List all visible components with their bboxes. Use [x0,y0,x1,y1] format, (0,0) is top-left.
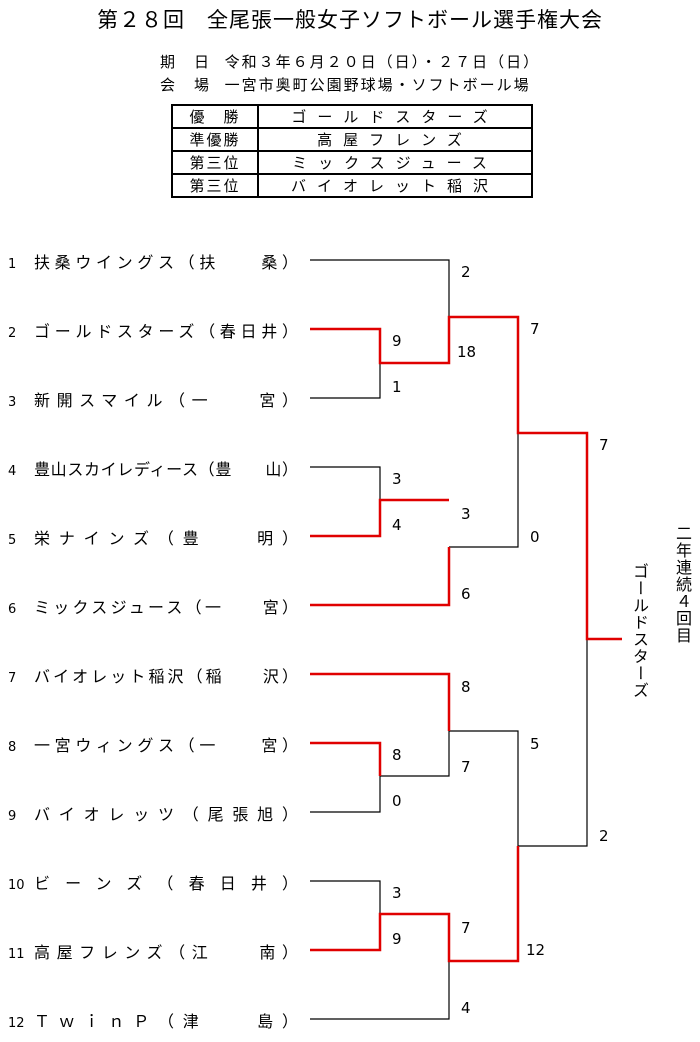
score: 6 [461,585,471,603]
team-name: バイオレット稲沢（稲 沢） [34,667,302,686]
results-row: 第三位 バイオレット稲沢 [172,174,532,197]
date-row: 期 日 令和３年６月２０日（日）・２７日（日） [160,51,540,72]
score: 9 [392,332,402,350]
score: 7 [530,320,540,338]
champion-note: 二年連続４回目 [673,525,692,644]
team-entry: 3 新開スマイル（一 宮） [8,387,305,410]
score: 1 [392,378,402,396]
results-row: 準優勝 高屋フレンズ [172,128,532,151]
bracket-line [310,259,450,317]
score: 12 [526,941,546,959]
winner-line [310,846,520,963]
team-number: 8 [8,740,17,755]
team-entry: 2 ゴールドスターズ（春日井） [8,318,303,341]
score: 8 [392,746,402,764]
team-number: 2 [8,326,17,341]
team-cell: ゴールドスターズ [258,105,532,128]
score: 3 [392,884,402,902]
team-entry: 6 ミックスジュース（一 宮） [8,594,302,617]
rank-cell: 優 勝 [172,105,258,128]
team-cell: ミックスジュース [258,151,532,174]
team-name: ゴールドスターズ（春日井） [34,322,303,341]
page-title: 第２８回 全尾張一般女子ソフトボール選手権大会 [97,8,603,32]
score: 7 [461,919,471,937]
bracket-line [449,433,519,548]
team-number: 11 [8,947,25,962]
score: 3 [461,505,471,523]
team-name: バイオレッツ（尾張旭） [34,805,307,824]
score: 0 [392,792,402,810]
team-entry: 7 バイオレット稲沢（稲 沢） [8,663,302,686]
venue-label: 会 場 [160,76,212,94]
team-entry: 9 バイオレッツ（尾張旭） [8,801,307,824]
score: 7 [461,758,471,776]
rank-cell: 第三位 [172,174,258,197]
results-row: 第三位 ミックスジュース [172,151,532,174]
venue-value: 一宮市奥町公園野球場・ソフトボール場 [224,76,531,94]
team-name: ミックスジュース（一 宮） [34,598,302,617]
champion-name: ゴールドスターズ [630,563,649,699]
winner-line [310,547,451,607]
team-number: 10 [8,878,25,893]
score: 4 [461,999,471,1017]
team-number: 5 [8,533,17,548]
team-name: ＴｗｉｎＰ（津 島） [34,1012,307,1031]
score: 4 [392,516,402,534]
score: 8 [461,678,471,696]
team-name: 高屋フレンズ（江 南） [34,943,305,962]
rank-cell: 第三位 [172,151,258,174]
team-cell: バイオレット稲沢 [258,174,532,197]
team-entry: 5 栄ナインズ（豊 明） [8,525,307,548]
score: 0 [530,528,540,546]
score: 18 [457,343,477,361]
team-cell: 高屋フレンズ [258,128,532,151]
team-name: 扶桑ウイングス（扶 桑） [34,253,303,272]
results-table: 優 勝ゴールドスターズ 準優勝 高屋フレンズ 第三位 ミックスジュース 第三位 バイオ… [171,104,533,198]
results-row: 優 勝ゴールドスターズ [172,105,532,128]
winner-line [310,498,449,538]
score: 9 [392,930,402,948]
team-number: 4 [8,464,17,479]
team-entry: 8 一宮ウィングス（一 宮） [8,732,303,755]
date-value: 令和３年６月２０日（日）・２７日（日） [224,53,541,71]
team-entry: 11 高屋フレンズ（江 南） [8,939,305,962]
team-entry: 1 扶桑ウイングス（扶 桑） [8,249,303,272]
team-name: 新開スマイル（一 宮） [34,391,305,410]
winner-line [310,315,622,641]
score: 7 [599,436,609,454]
team-entry: 4 豊山スカイレディース（豊 山） [8,456,299,479]
team-number: 3 [8,395,17,410]
score: 2 [461,263,471,281]
team-number: 6 [8,602,17,617]
team-number: 1 [8,257,17,272]
bracket-line [310,880,381,914]
team-entry: 12 ＴｗｉｎＰ（津 島） [8,1008,307,1031]
team-entry: 10 ビーンズ（春日井） [8,870,314,893]
rank-cell: 準優勝 [172,128,258,151]
venue-row: 会 場 一宮市奥町公園野球場・ソフトボール場 [160,74,531,95]
team-number: 12 [8,1016,25,1031]
bracket-line [449,730,519,846]
team-name: ビーンズ（春日井） [34,874,314,893]
team-name: 栄ナインズ（豊 明） [34,529,307,548]
bracket-line [310,961,450,1020]
score: 3 [392,470,402,488]
bracket-line [518,639,588,847]
bracket-line [310,466,381,500]
team-name: 豊山スカイレディース（豊 山） [34,460,299,479]
score: 5 [530,735,540,753]
team-name: 一宮ウィングス（一 宮） [34,736,303,755]
team-number: 7 [8,671,17,686]
winner-line [310,741,382,776]
team-number: 9 [8,809,17,824]
score: 2 [599,827,609,845]
winner-line [310,672,451,731]
date-label: 期 日 [160,53,212,71]
bracket-line [310,363,381,399]
